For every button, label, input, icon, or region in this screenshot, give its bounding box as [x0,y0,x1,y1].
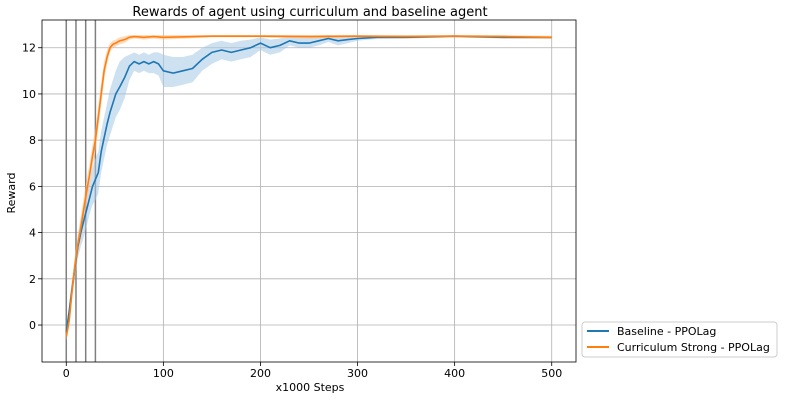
x-axis-label: x1000 Steps [276,381,345,394]
legend: Baseline - PPOLag Curriculum Strong - PP… [581,321,778,358]
y-axis-label: Reward [5,173,18,214]
x-tick-label: 200 [250,367,271,380]
x-tick-label: 400 [444,367,465,380]
y-tick-label: 12 [22,42,36,55]
y-tick-label: 4 [29,227,36,240]
legend-label-curriculum: Curriculum Strong - PPOLag [617,341,770,354]
y-tick-label: 6 [29,180,36,193]
y-tick-label: 8 [29,134,36,147]
legend-box [581,321,778,358]
legend-label-baseline: Baseline - PPOLag [617,325,716,338]
y-tick-label: 2 [29,273,36,286]
chart-title: Rewards of agent using curriculum and ba… [132,5,487,20]
x-tick-label: 500 [541,367,562,380]
series-line-0 [65,35,552,333]
plot-area-frame [41,19,577,363]
y-tick-label: 10 [22,88,36,101]
series-line-1 [65,35,552,337]
x-tick-label: 0 [63,367,70,380]
x-tick-label: 300 [347,367,368,380]
x-axis-ticks: 0 100 200 300 400 500 [63,362,562,380]
x-tick-label: 100 [153,367,174,380]
y-axis-ticks: 0 2 4 6 8 10 12 [22,42,42,332]
series-lines [65,35,552,337]
grid-lines [42,20,576,362]
y-tick-label: 0 [29,319,36,332]
